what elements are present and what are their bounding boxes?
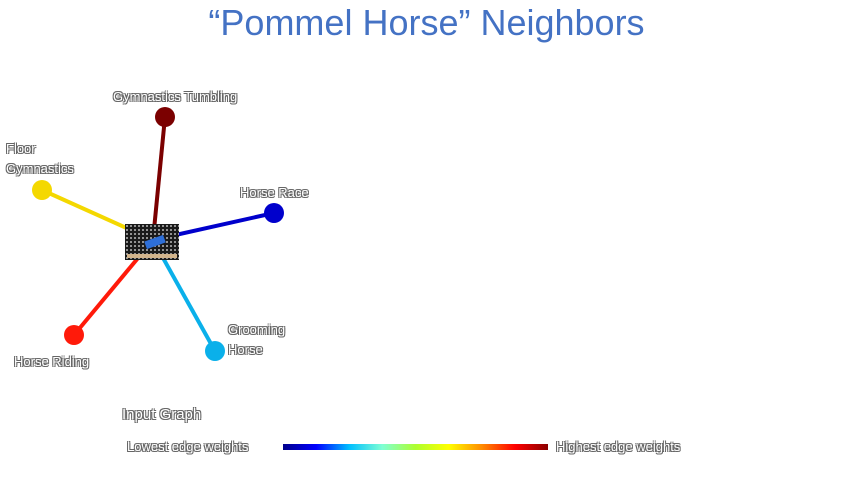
- label-grooming-horse-line1: Grooming: [228, 322, 286, 337]
- edge-weight-colorbar: [283, 444, 548, 450]
- node-horse-race: [264, 203, 284, 223]
- label-gymnastics-tumbling: Gymnastics Tumbling: [113, 89, 238, 104]
- node-gymnastics-tumbling: [155, 107, 175, 127]
- node-floor-gymnastics: [32, 180, 52, 200]
- node-horse-riding: [64, 325, 84, 345]
- input-graph-label: Input Graph: [122, 406, 202, 423]
- label-grooming-horse-line2: Horse: [228, 342, 263, 357]
- node-grooming-horse: [205, 341, 225, 361]
- edge-gymnastics-tumbling: [151, 116, 167, 241]
- page-title: “Pommel Horse” Neighbors: [208, 2, 645, 43]
- label-floor-gymnastics-line1: Floor: [6, 141, 36, 156]
- pommel-horse-thumbnail: [125, 224, 179, 260]
- label-horse-race: Horse Race: [240, 185, 309, 200]
- label-horse-riding: Horse Riding: [14, 354, 90, 369]
- legend-high-label: Highest edge weights: [556, 439, 681, 454]
- legend-low-label: Lowest edge weights: [127, 439, 249, 454]
- label-floor-gymnastics-line2: Gymnastics: [6, 161, 74, 176]
